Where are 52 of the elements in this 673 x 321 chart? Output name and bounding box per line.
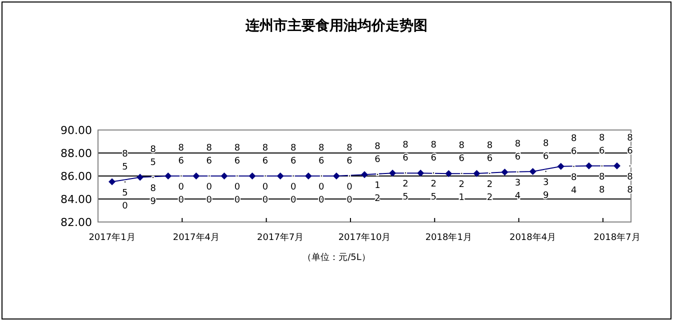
x-tick-label: 2017年7月 — [257, 232, 304, 243]
point — [220, 172, 228, 180]
x-tick-label: 2018年7月 — [594, 232, 640, 243]
x-tick-label: 2017年4月 — [172, 232, 220, 243]
data-label: 86.88 — [596, 133, 607, 198]
point — [304, 172, 312, 180]
point — [164, 172, 172, 180]
y-tick-label: 86.00 — [60, 170, 92, 183]
chart-title: 连州市主要食用油均价走势图 — [244, 17, 428, 34]
data-label: 86.00 — [288, 144, 298, 208]
point — [136, 174, 144, 181]
data-label: 86.25 — [400, 140, 411, 206]
point — [332, 172, 340, 180]
x-tick-label: 2018年1月 — [425, 232, 472, 243]
point — [613, 162, 620, 170]
data-label: 86.22 — [484, 140, 495, 206]
x-tick-label: 2017年10月 — [338, 232, 391, 243]
point — [501, 168, 508, 176]
data-label: 86.21 — [456, 141, 467, 206]
point — [529, 168, 536, 176]
point — [473, 170, 480, 177]
y-tick-label: 90.00 — [60, 124, 92, 137]
point — [248, 172, 256, 180]
point — [361, 171, 368, 178]
point — [108, 178, 116, 186]
point — [276, 172, 284, 180]
y-tick-label: 84.00 — [60, 193, 92, 206]
point — [557, 162, 564, 170]
text: （单位：元/5L） — [302, 252, 370, 263]
data-label: 86.39 — [540, 139, 551, 204]
data-label: 86.00 — [316, 144, 326, 208]
y-tick-label: 88.00 — [60, 147, 92, 160]
data-label: 86.00 — [232, 144, 242, 208]
data-label: 86.00 — [344, 144, 354, 208]
point — [192, 172, 200, 180]
point — [585, 162, 592, 170]
y-tick-label: 82.00 — [60, 216, 92, 229]
data-label: 86.34 — [512, 140, 523, 205]
data-label: 86.00 — [176, 144, 186, 208]
data-label: 86.25 — [428, 140, 439, 206]
data-label: 85.50 — [120, 149, 130, 214]
data-label: 86.00 — [204, 144, 214, 208]
x-tick-label: 2018年4月 — [509, 232, 556, 243]
point — [417, 170, 424, 177]
point — [445, 170, 452, 178]
x-tick-label: 2017年1月 — [88, 232, 136, 243]
data-label: 86.00 — [260, 144, 270, 208]
data-label: 86.88 — [624, 133, 635, 198]
data-label: 85.89 — [148, 144, 158, 210]
point — [389, 170, 396, 177]
data-label: 86.12 — [372, 142, 382, 208]
data-label: 86.84 — [568, 134, 579, 199]
